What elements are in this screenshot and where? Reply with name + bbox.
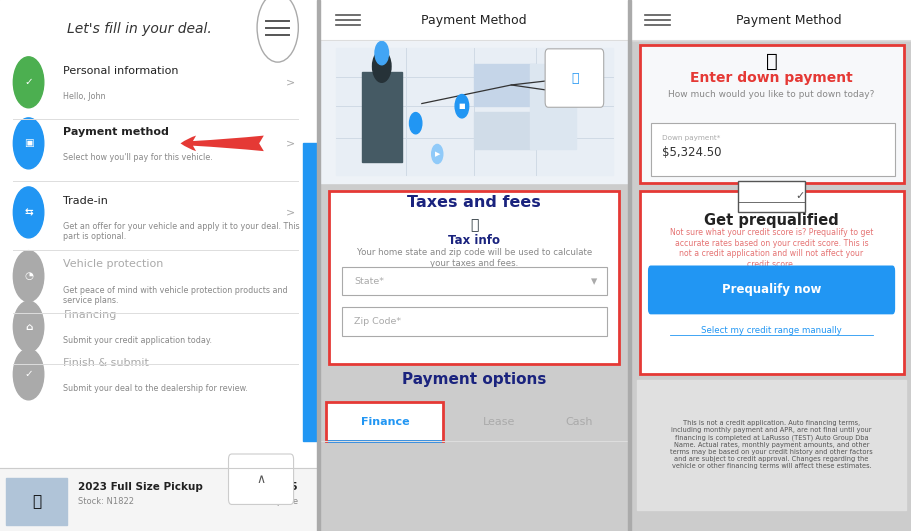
Text: Personal information: Personal information [64, 66, 179, 75]
Text: Get prequalified: Get prequalified [703, 213, 838, 228]
Text: Vehicle price: Vehicle price [244, 497, 298, 506]
Circle shape [14, 251, 44, 302]
Bar [636, 380, 906, 510]
Text: This is not a credit application. Auto financing terms,
including monthly paymen: This is not a credit application. Auto f… [670, 420, 872, 469]
FancyBboxPatch shape [342, 267, 606, 295]
Circle shape [409, 113, 422, 134]
Text: ■: ■ [458, 103, 465, 109]
Text: Stock: N1822: Stock: N1822 [77, 497, 134, 506]
Text: Submit your credit application today.: Submit your credit application today. [64, 336, 212, 345]
Text: $5,324.50: $5,324.50 [661, 147, 721, 159]
Bar [320, 40, 628, 183]
Text: ✓: ✓ [25, 78, 33, 87]
Bar [320, 0, 628, 40]
Text: Get an offer for your vehicle and apply it to your deal. This
part is optional.: Get an offer for your vehicle and apply … [64, 222, 300, 242]
Text: ▣: ▣ [24, 139, 34, 148]
Text: Zip Code*: Zip Code* [353, 318, 401, 326]
Circle shape [257, 0, 298, 62]
Text: Lease: Lease [482, 417, 515, 426]
FancyBboxPatch shape [639, 191, 903, 374]
Text: ◔: ◔ [24, 271, 33, 281]
Text: 2023 Full Size Pickup: 2023 Full Size Pickup [77, 482, 202, 492]
Text: Payment Method: Payment Method [735, 14, 840, 27]
Text: Down payment*: Down payment* [661, 135, 720, 141]
FancyBboxPatch shape [639, 45, 903, 183]
Text: State*: State* [353, 277, 384, 286]
Text: Trade-in: Trade-in [64, 196, 108, 205]
Text: Not sure what your credit score is? Prequalify to get
accurate rates based on yo: Not sure what your credit score is? Preq… [670, 228, 872, 269]
Text: ✓: ✓ [794, 192, 804, 201]
Bar [302, 143, 317, 441]
Text: Payment Method: Payment Method [421, 14, 527, 27]
Text: 👍: 👍 [570, 72, 578, 84]
Text: ▾: ▾ [590, 275, 597, 288]
Text: Let's fill in your deal.: Let's fill in your deal. [67, 22, 211, 36]
FancyBboxPatch shape [329, 191, 619, 364]
Text: Select my credit range manually: Select my credit range manually [701, 326, 841, 335]
Text: Tax info: Tax info [447, 234, 500, 246]
Text: 🚗: 🚗 [32, 494, 41, 509]
Text: Submit your deal to the dealership for review.: Submit your deal to the dealership for r… [64, 384, 248, 393]
Circle shape [372, 50, 391, 82]
Text: Payment method: Payment method [64, 127, 169, 136]
Text: >: > [285, 208, 294, 217]
Text: Prequalify now: Prequalify now [722, 284, 820, 296]
FancyBboxPatch shape [229, 454, 293, 504]
Bar [6, 478, 67, 525]
Text: 🐷: 🐷 [765, 52, 776, 71]
Text: ⌂: ⌂ [25, 322, 32, 331]
Bar [474, 112, 536, 149]
Text: 📍: 📍 [469, 218, 478, 232]
Text: Get peace of mind with vehicle protection products and
service plans.: Get peace of mind with vehicle protectio… [64, 286, 288, 305]
Bar [362, 72, 402, 162]
Text: Your home state and zip code will be used to calculate
your taxes and fees.: Your home state and zip code will be use… [356, 249, 591, 268]
Circle shape [14, 349, 44, 400]
Bar [630, 0, 911, 40]
Text: ∧: ∧ [256, 473, 265, 486]
Circle shape [455, 95, 468, 118]
Circle shape [14, 57, 44, 108]
Circle shape [374, 41, 388, 65]
Text: Cash: Cash [565, 417, 592, 426]
FancyBboxPatch shape [545, 49, 603, 107]
Circle shape [14, 301, 44, 352]
Text: Finish & submit: Finish & submit [64, 358, 149, 367]
Text: Taxes and fees: Taxes and fees [407, 195, 540, 210]
Bar [474, 64, 536, 106]
FancyBboxPatch shape [650, 123, 895, 176]
Text: Financing: Financing [64, 310, 117, 320]
Circle shape [14, 187, 44, 238]
Text: Payment options: Payment options [402, 372, 546, 387]
Text: Vehicle protection: Vehicle protection [64, 260, 164, 269]
Bar [0, 468, 317, 531]
Circle shape [431, 144, 443, 164]
Circle shape [14, 118, 44, 169]
Bar [335, 48, 612, 175]
Text: $53,245: $53,245 [251, 482, 298, 492]
Text: ⇆: ⇆ [25, 208, 33, 217]
Text: Enter down payment: Enter down payment [690, 71, 852, 85]
FancyBboxPatch shape [647, 266, 895, 314]
Text: >: > [285, 78, 294, 87]
Text: Finance: Finance [360, 417, 409, 426]
Text: ▶: ▶ [434, 151, 439, 157]
Text: >: > [285, 139, 294, 148]
FancyBboxPatch shape [737, 181, 804, 212]
FancyBboxPatch shape [342, 307, 606, 336]
Text: Hello, John: Hello, John [64, 92, 106, 101]
Text: Select how you'll pay for this vehicle.: Select how you'll pay for this vehicle. [64, 153, 213, 162]
Bar [529, 64, 576, 149]
Text: ✓: ✓ [25, 370, 33, 379]
FancyBboxPatch shape [326, 402, 443, 441]
Text: How much would you like to put down today?: How much would you like to put down toda… [668, 90, 874, 99]
